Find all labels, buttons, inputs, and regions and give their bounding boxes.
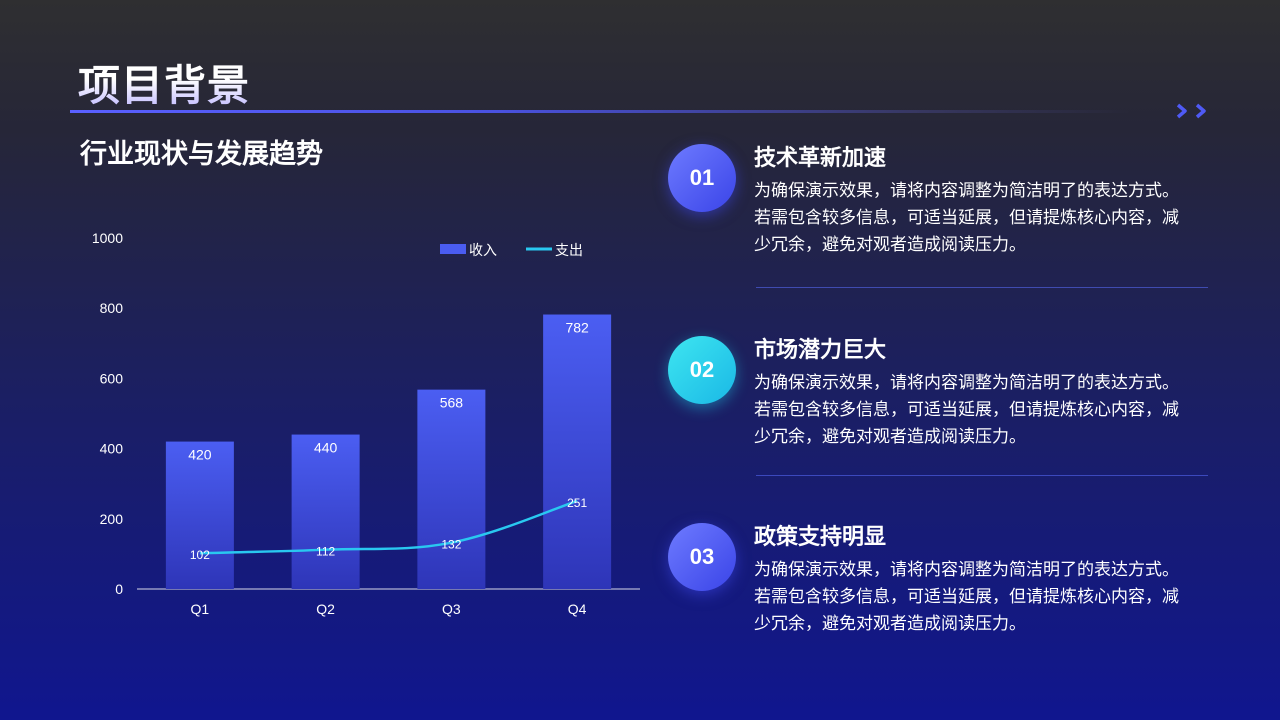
section-subtitle: 行业现状与发展趋势 bbox=[80, 139, 323, 170]
y-tick-label: 1000 bbox=[92, 230, 123, 246]
bar-value-label: 782 bbox=[565, 320, 589, 336]
point-description: 为确保演示效果，请将内容调整为简洁明了的表达方式。若需包含较多信息，可适当延展，… bbox=[754, 560, 1179, 634]
number-badge: 03 bbox=[668, 523, 736, 591]
bar-value-label: 440 bbox=[314, 440, 338, 456]
bar-q3 bbox=[417, 389, 486, 589]
line-value-label: 102 bbox=[190, 548, 210, 562]
double-chevron-right-icon bbox=[1176, 103, 1206, 119]
point-title: 政策支持明显 bbox=[754, 525, 887, 550]
bar-q4 bbox=[543, 314, 612, 589]
y-tick-label: 600 bbox=[100, 370, 124, 386]
point-description: 为确保演示效果，请将内容调整为简洁明了的表达方式。若需包含较多信息，可适当延展，… bbox=[754, 373, 1179, 447]
point-title: 市场潜力巨大 bbox=[754, 338, 887, 363]
revenue-expense-chart: 0 200 400 600 800 1000 420 440 568 782 Q1 Q2 Q3 Q4 102… bbox=[92, 230, 640, 617]
x-tick-label: Q4 bbox=[568, 601, 587, 617]
point-description: 为确保演示效果，请将内容调整为简洁明了的表达方式。若需包含较多信息，可适当延展，… bbox=[754, 181, 1179, 255]
expense-line bbox=[199, 499, 578, 555]
legend-label: 支出 bbox=[555, 243, 583, 259]
bar-q2 bbox=[291, 434, 360, 589]
bar-value-label: 568 bbox=[440, 395, 464, 411]
line-value-label: 132 bbox=[441, 538, 461, 552]
number-badge: 02 bbox=[668, 336, 736, 404]
legend-swatch-bar bbox=[440, 244, 466, 254]
title-underline bbox=[70, 110, 1130, 113]
number-badge: 01 bbox=[668, 144, 736, 212]
bar-value-label: 420 bbox=[188, 447, 212, 463]
page-title: 项目背景 bbox=[78, 52, 250, 113]
bar-q1 bbox=[165, 441, 234, 589]
divider bbox=[756, 287, 1208, 288]
y-tick-label: 200 bbox=[100, 511, 124, 527]
x-tick-label: Q2 bbox=[316, 601, 335, 617]
y-tick-label: 800 bbox=[100, 300, 124, 316]
y-tick-label: 0 bbox=[115, 581, 123, 597]
x-tick-label: Q3 bbox=[442, 601, 461, 617]
y-tick-label: 400 bbox=[100, 441, 124, 457]
point-title: 技术革新加速 bbox=[754, 146, 887, 171]
line-value-label: 112 bbox=[316, 545, 335, 559]
line-value-label: 251 bbox=[567, 496, 587, 510]
divider bbox=[756, 475, 1208, 476]
x-tick-label: Q1 bbox=[191, 601, 210, 617]
legend-label: 收入 bbox=[469, 243, 497, 259]
